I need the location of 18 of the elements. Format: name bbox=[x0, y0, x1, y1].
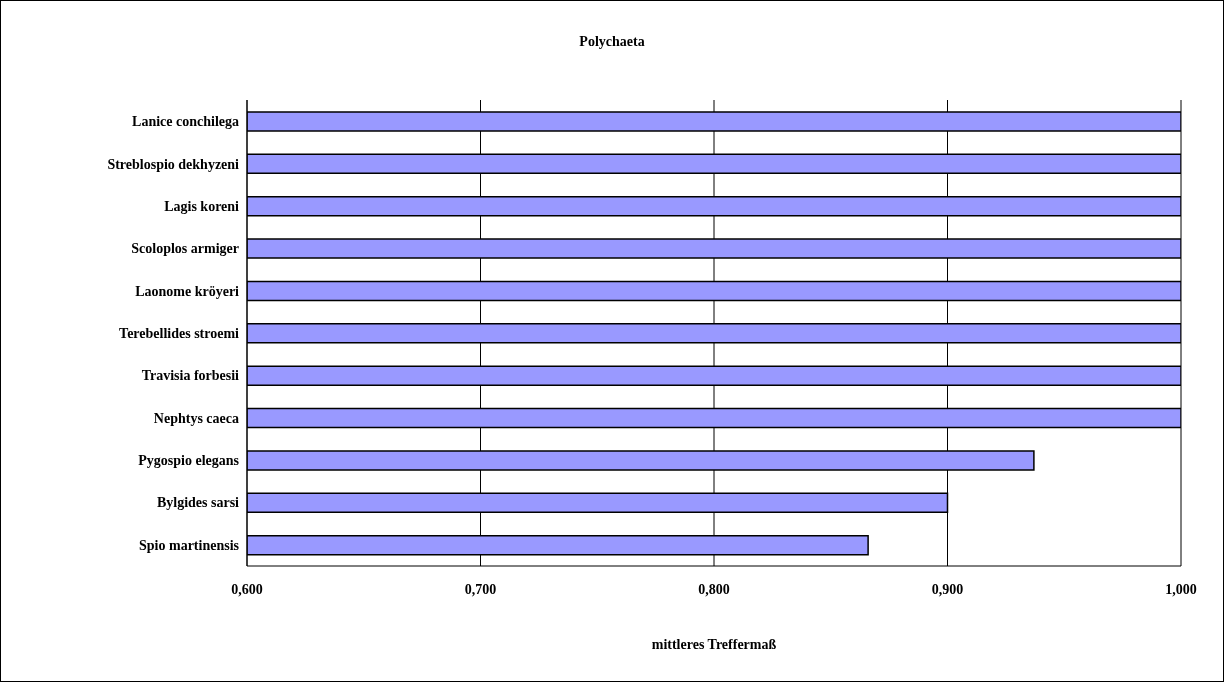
y-tick-label: Lagis koreni bbox=[164, 198, 240, 214]
y-tick-label: Laonome kröyeri bbox=[135, 283, 240, 299]
chart-title: Polychaeta bbox=[578, 34, 646, 50]
y-tick-label: Scoloplos armiger bbox=[131, 241, 239, 257]
x-tick-label: 0,900 bbox=[931, 581, 964, 597]
y-tick-label: Pygospio elegans bbox=[138, 453, 240, 469]
y-tick-label: Streblospio dekhyzeni bbox=[107, 156, 240, 172]
y-tick-label: Terebellides stroemi bbox=[119, 325, 240, 341]
y-tick-label: Lanice conchilega bbox=[132, 114, 239, 130]
x-tick-label: 0,700 bbox=[464, 581, 497, 597]
y-tick-label: Nephtys caeca bbox=[153, 410, 239, 426]
x-tick-label: 0,800 bbox=[698, 581, 730, 597]
x-tick-label: 1,000 bbox=[1165, 581, 1197, 597]
y-tick-label: Bylgides sarsi bbox=[156, 495, 240, 511]
y-tick-label: Spio martinensis bbox=[139, 537, 240, 553]
x-axis-title: mittleres Treffermaß bbox=[650, 637, 778, 653]
x-tick-label: 0,600 bbox=[231, 581, 263, 597]
y-tick-label: Travisia forbesii bbox=[141, 368, 240, 384]
